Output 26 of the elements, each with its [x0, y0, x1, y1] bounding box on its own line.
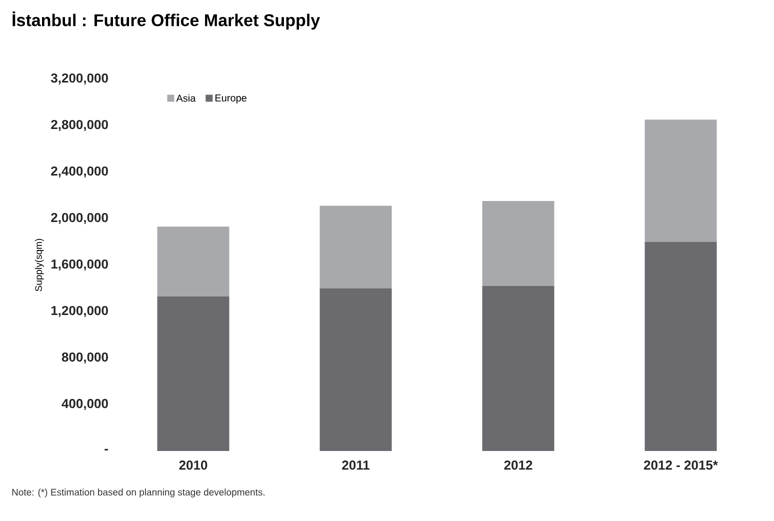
x-tick-label: 2010 — [179, 460, 208, 470]
y-tick-label: 2,400,000 — [51, 166, 108, 178]
text: Note: (*) Estimation based on planning stage developments. — [12, 488, 264, 498]
x-tick-label: 2011 — [342, 460, 370, 470]
bar — [482, 286, 554, 451]
y-tick-label: 1,200,000 — [51, 306, 108, 318]
x-tick-label: 2012 - 2015* — [644, 460, 718, 470]
bar — [320, 206, 392, 288]
bar — [644, 242, 717, 451]
bar — [482, 201, 554, 286]
y-tick-label: - — [104, 448, 108, 450]
y-tick-label: 1,600,000 — [51, 259, 108, 271]
bar — [320, 288, 392, 451]
y-axis-title: Supply(sqm) — [34, 238, 44, 292]
legend-label: Europe — [215, 94, 246, 104]
x-tick-label: 2012 — [504, 460, 532, 470]
bar — [157, 296, 230, 451]
legend-label: Asia — [176, 94, 196, 102]
bar — [644, 120, 717, 242]
y-tick-label: 3,200,000 — [50, 73, 108, 85]
y-tick-label: 2,000,000 — [51, 212, 108, 224]
bar — [157, 226, 230, 296]
y-tick-label: 400,000 — [62, 398, 108, 410]
y-tick-label: 2,800,000 — [51, 120, 108, 132]
y-tick-label: 800,000 — [62, 352, 108, 364]
chart-title: İstanbul : Future Office Market Supply — [12, 12, 320, 30]
